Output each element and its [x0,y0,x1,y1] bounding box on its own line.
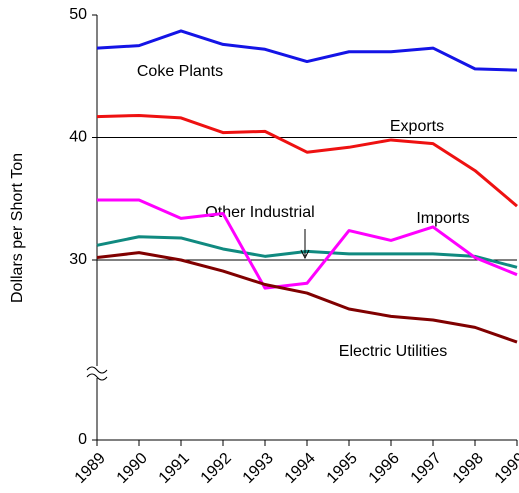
series-line [97,198,518,290]
axis-break-gap [89,366,105,378]
series-line [96,113,518,208]
x-tick-label: 1996 [366,450,403,487]
series-label: Electric Utilities [339,343,447,360]
series-line [96,235,518,269]
x-tick-label: 1994 [282,450,319,487]
y-tick-label: 30 [69,251,87,268]
series-line [96,251,518,344]
series-label: Exports [390,118,444,135]
x-tick-label: 1990 [114,450,151,487]
x-tick-label: 1989 [72,450,109,487]
axis-break [86,366,108,381]
x-tick-label: 1995 [324,450,361,487]
y-tick-label: 0 [78,431,87,448]
x-tick-label: 1997 [408,450,445,487]
series-label: Other Industrial [205,204,314,221]
x-tick-label: 1999 [492,450,519,487]
y-axis-label: Dollars per Short Ton [9,153,26,303]
series-label: Imports [416,210,469,227]
y-tick-label: 40 [69,129,87,146]
x-tick-label: 1992 [198,450,235,487]
series-label: Coke Plants [137,63,223,80]
annotation-arrowhead [300,249,310,260]
y-tick-label: 50 [69,6,87,23]
x-tick-label: 1991 [156,450,193,487]
x-tick-label: 1993 [240,450,277,487]
x-tick-label: 1998 [450,450,487,487]
series-line [96,29,518,72]
